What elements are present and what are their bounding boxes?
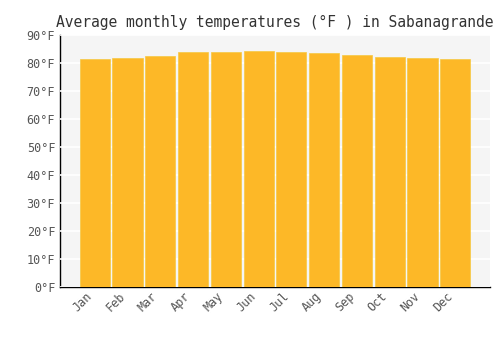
Bar [309,53,340,287]
Title: Average monthly temperatures (°F ) in Sabanagrande: Average monthly temperatures (°F ) in Sa… [56,15,494,30]
Bar [210,52,241,287]
Bar [178,52,208,287]
Bar [374,57,405,287]
Bar [408,58,438,287]
Bar [112,58,142,287]
Bar [342,55,372,287]
Bar [440,59,470,287]
Bar [244,51,274,287]
Bar [80,59,110,287]
Bar [145,56,176,287]
Bar [276,52,306,287]
